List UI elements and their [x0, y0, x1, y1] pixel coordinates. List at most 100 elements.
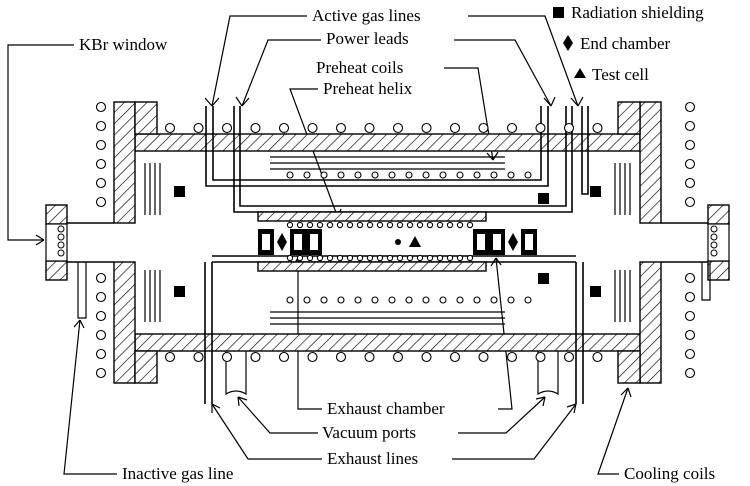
exhaust-line-left [204, 262, 213, 404]
helix-coil [326, 221, 334, 229]
cooling-coil [449, 351, 461, 363]
cooling-coil [95, 139, 107, 151]
inner-shield-plates [270, 156, 505, 325]
label-power-leads: Power leads [326, 29, 409, 48]
vacuum-port-right [537, 351, 559, 396]
helix-coil [416, 254, 424, 262]
leader-active-left [211, 15, 307, 107]
preheat-coil [439, 296, 447, 304]
helix-coil [396, 254, 404, 262]
label-exhaust-lines: Exhaust lines [327, 449, 418, 468]
preheat-coil [303, 171, 311, 179]
flange-left-bottom [113, 261, 136, 384]
cooling-coil [278, 122, 290, 134]
helix-coil [426, 221, 434, 229]
flange-left-top [113, 101, 136, 224]
label-exhaust-chamber: Exhaust chamber [327, 399, 445, 418]
preheat-helix-group [286, 221, 474, 262]
preheat-coil [524, 296, 532, 304]
flange-right-top [639, 101, 662, 224]
cooling-coil [592, 122, 603, 134]
helix-coil [386, 221, 394, 229]
helix-coil [336, 221, 344, 229]
cooling-coil [95, 348, 107, 360]
helix-coil [366, 254, 374, 262]
exhaust-header [212, 255, 576, 263]
window-tube-left [67, 222, 114, 263]
leader-lines [7, 15, 632, 475]
helix-coil [416, 221, 424, 229]
cooling-coil [392, 351, 404, 363]
legend: Radiation shielding End chamber Test cel… [553, 3, 704, 84]
preheat-coil [456, 171, 464, 179]
cooling-coil [95, 177, 107, 189]
cooling-coil [684, 196, 696, 208]
kbr-mount-right-bottom [707, 260, 730, 281]
helix-coil [286, 254, 294, 262]
helix-coil [306, 254, 314, 262]
cooling-coil [563, 122, 575, 134]
leader-preheat-helix [289, 88, 339, 219]
helix-coil [316, 254, 324, 262]
helix-coil [456, 254, 464, 262]
helix-coil [366, 221, 374, 229]
cooling-coil [95, 367, 107, 379]
preheat-coil [422, 171, 430, 179]
cooling-coil [193, 122, 204, 134]
preheat-coil [456, 296, 464, 304]
exhaust-line-right [575, 262, 584, 404]
leader-vacuum-left [237, 396, 318, 434]
label-inactive-gas-line: Inactive gas line [122, 464, 233, 483]
cooling-coil [421, 122, 432, 134]
cooling-coil [335, 122, 347, 134]
preheat-coil [303, 296, 311, 304]
test-cell-dot [395, 239, 401, 245]
preheat-coil [490, 171, 498, 179]
flange-left-top-cap [134, 101, 158, 135]
preheat-coil [473, 296, 481, 304]
legend-end-chamber: End chamber [580, 34, 670, 53]
cooling-coil [193, 351, 204, 363]
helix-coil [406, 254, 414, 262]
cooling-coil [221, 122, 233, 134]
cooling-coil [684, 367, 696, 379]
preheat-coil [286, 296, 294, 304]
cooling-coil [563, 351, 575, 363]
leader-power-left [241, 39, 321, 107]
helix-coil [286, 221, 294, 229]
preheat-coil [354, 171, 362, 179]
preheat-coil [507, 296, 515, 304]
preheat-coil [422, 296, 430, 304]
preheat-coil [371, 171, 379, 179]
preheat-coil [337, 296, 345, 304]
preheat-coil [439, 171, 447, 179]
kbr-mount-left-top [45, 204, 68, 225]
kbr-window-beads [57, 225, 718, 257]
helix-coil [446, 221, 454, 229]
preheat-coil [405, 296, 413, 304]
cooling-coil [684, 310, 696, 322]
preheat-coils-group [286, 171, 532, 304]
label-kbr-window: KBr window [79, 35, 168, 54]
helix-coil [466, 221, 474, 229]
helix-coil [336, 254, 344, 262]
cooling-coil [307, 351, 318, 363]
cooling-coil [95, 272, 107, 284]
cooling-coil [164, 351, 176, 363]
test-cell-marker [409, 236, 421, 247]
flange-right-top-cap [617, 101, 641, 135]
preheat-coil [524, 171, 532, 179]
helix-coil [376, 254, 384, 262]
active-gas-tube-right [581, 106, 589, 195]
leader-active-right [468, 15, 579, 107]
cooling-coil [95, 310, 107, 322]
preheat-coil [371, 296, 379, 304]
test-cell-wall-top [257, 211, 487, 222]
end-chamber-right-marker [508, 233, 518, 251]
helix-coil [396, 221, 404, 229]
cooling-coil [684, 101, 696, 113]
cooling-coil [250, 122, 261, 134]
cooling-coil [307, 122, 318, 134]
cooling-coil [478, 351, 489, 363]
inactive-gas-line-left [77, 262, 87, 319]
